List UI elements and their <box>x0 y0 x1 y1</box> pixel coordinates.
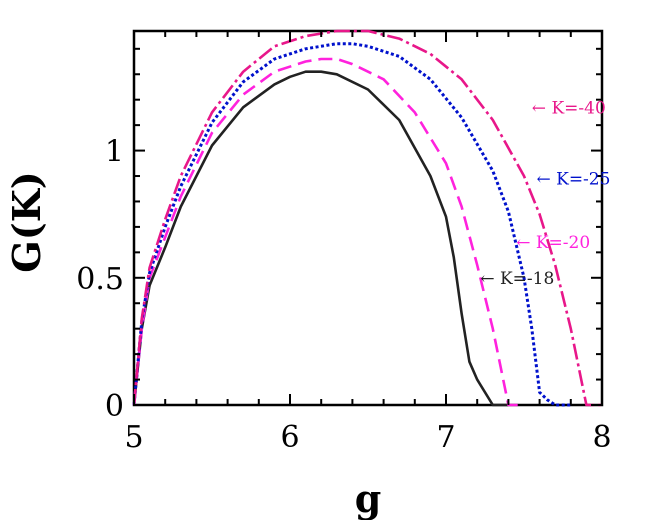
y-tick-label: 0 <box>105 389 124 424</box>
curve-annotation: ← K=-25 <box>536 170 610 190</box>
series-line-k20 <box>132 57 524 407</box>
tick-marks <box>133 31 603 406</box>
series-lines <box>132 29 602 407</box>
axes <box>132 29 604 407</box>
x-tick-label: 8 <box>592 420 611 455</box>
series-line-k40 <box>132 29 602 407</box>
curve-annotations: ← K=-40 ← K=-25 ← K=-20 ← K=-18 <box>480 98 610 288</box>
x-tick-label: 6 <box>280 420 299 455</box>
series-line-k25 <box>132 42 571 407</box>
curve-annotation: ← K=-40 <box>532 98 606 118</box>
curve-annotation: ← K=-20 <box>516 233 590 253</box>
y-tick-label: 0.5 <box>76 262 124 297</box>
curve-annotation: ← K=-18 <box>480 269 554 289</box>
x-tick-label: 5 <box>124 420 143 455</box>
series-line-k18 <box>132 70 509 407</box>
plot-frame <box>132 29 604 407</box>
x-tick-label: 7 <box>436 420 455 455</box>
y-tick-label: 1 <box>105 135 124 170</box>
tick-labels: 5 6 7 8 0 0.5 1 <box>76 135 611 455</box>
y-axis-label: G(K) <box>4 171 49 272</box>
x-axis-label: g <box>355 476 382 520</box>
